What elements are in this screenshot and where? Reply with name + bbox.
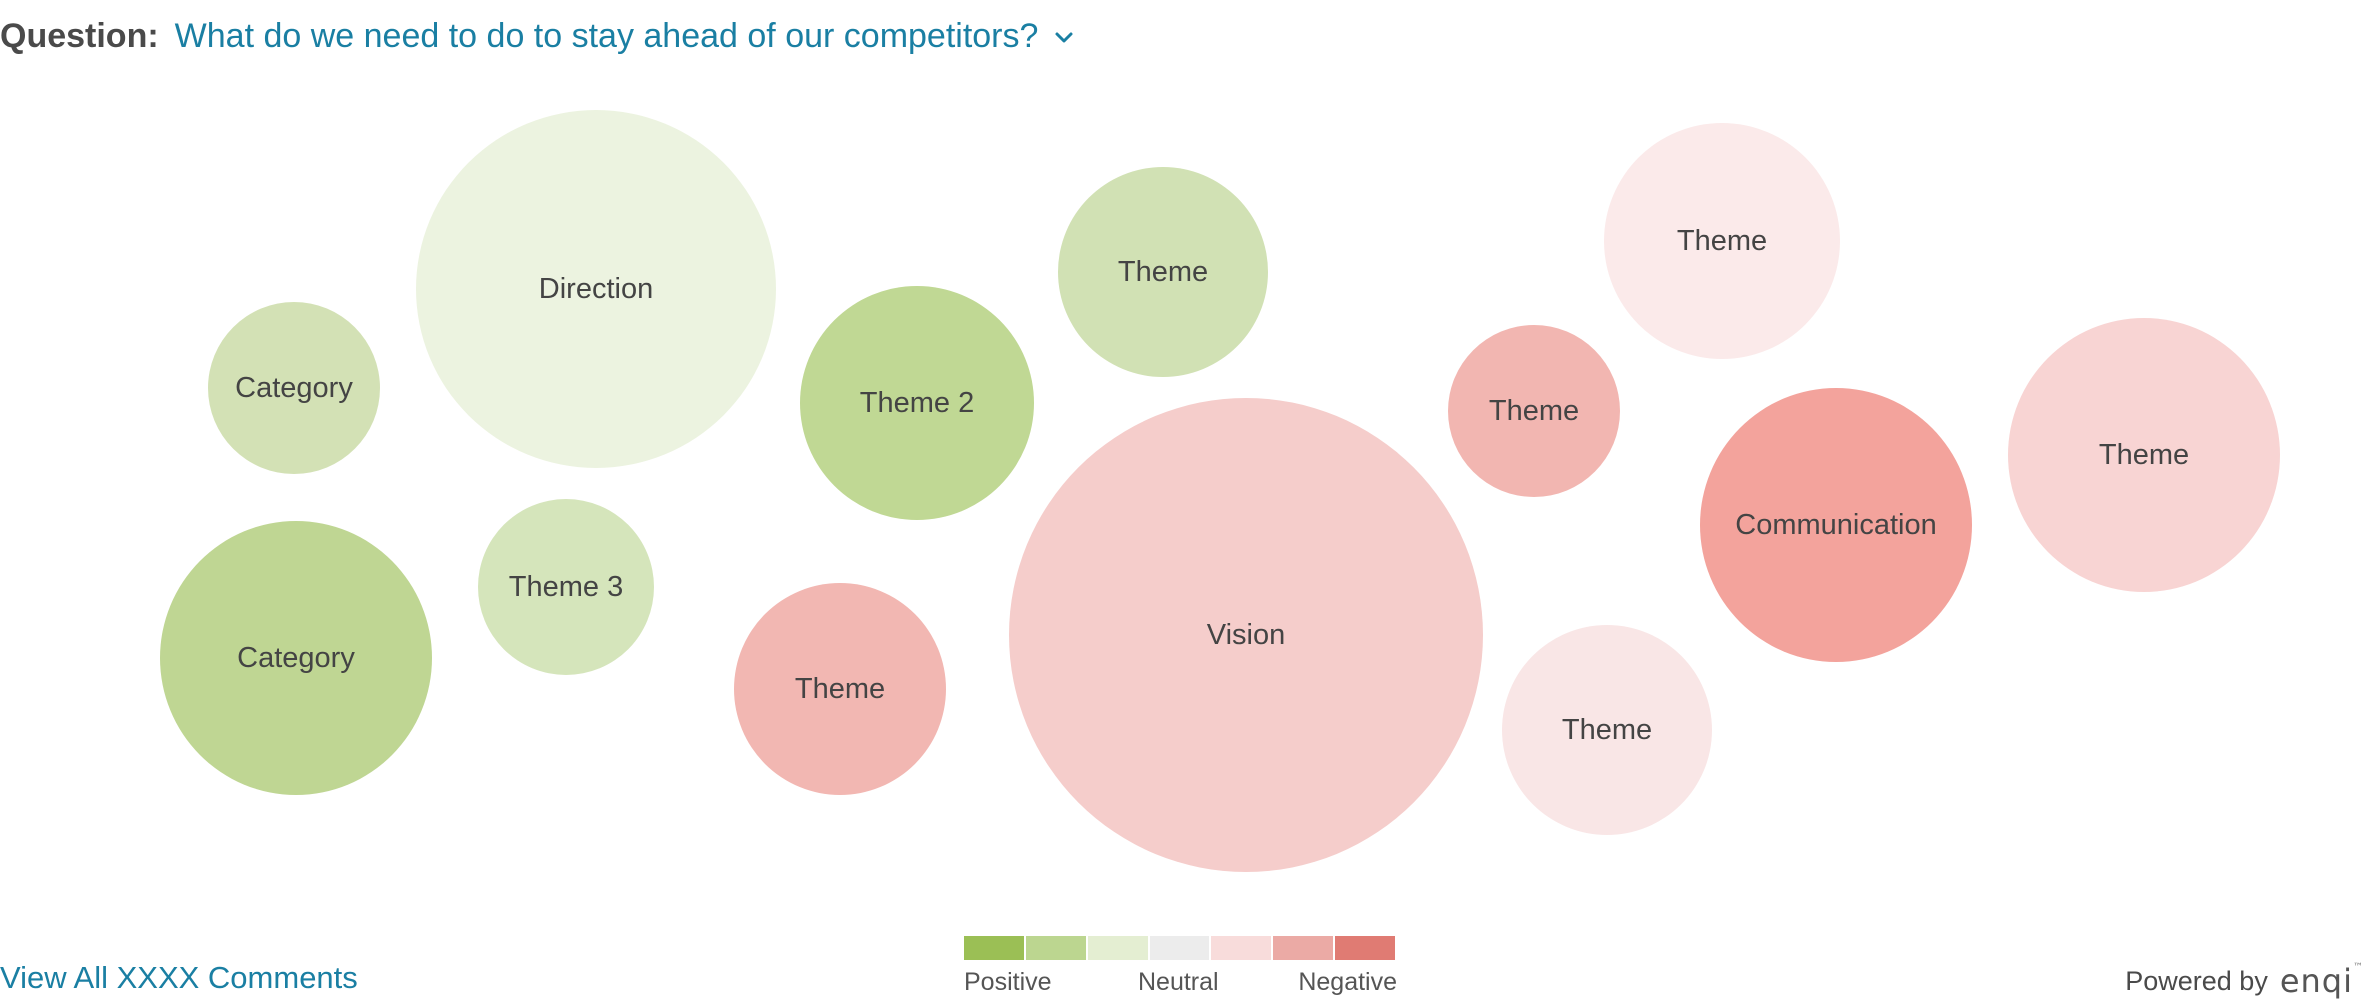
sentiment-legend: Positive Neutral Negative	[964, 936, 1397, 1004]
legend-labels: Positive Neutral Negative	[964, 968, 1397, 1004]
legend-swatch	[1149, 936, 1210, 960]
enqi-logo: enqi™	[2280, 962, 2364, 1000]
bubble-label: Vision	[1206, 618, 1286, 651]
bubble-theme-bottom-right[interactable]: Theme	[1502, 625, 1712, 835]
question-header: Question: What do we need to do to stay …	[0, 8, 1076, 64]
bubble-label: Theme 3	[508, 570, 624, 603]
bubble-vision[interactable]: Vision	[1009, 398, 1483, 872]
bubble-label: Theme	[794, 672, 886, 705]
bubble-theme-top-right[interactable]: Theme	[1604, 123, 1840, 359]
bubble-theme-2[interactable]: Theme 2	[800, 286, 1034, 520]
bubble-theme-top[interactable]: Theme	[1058, 167, 1268, 377]
legend-swatches	[964, 936, 1397, 960]
legend-negative-label: Negative	[1298, 968, 1397, 996]
brand-tm: ™	[2353, 962, 2364, 973]
bubble-direction[interactable]: Direction	[416, 110, 776, 468]
question-text[interactable]: What do we need to do to stay ahead of o…	[174, 16, 1039, 55]
bubble-theme-far-right[interactable]: Theme	[2008, 318, 2280, 592]
legend-positive-label: Positive	[964, 968, 1052, 996]
legend-swatch	[964, 936, 1024, 960]
bubble-category-2[interactable]: Category	[160, 521, 432, 795]
powered-by-label: Powered by	[2125, 965, 2268, 996]
bubble-theme-3[interactable]: Theme 3	[478, 499, 654, 675]
bubble-label: Theme	[1561, 713, 1653, 746]
view-all-comments-link[interactable]: View All XXXX Comments	[0, 960, 358, 995]
bubble-label: Category	[235, 371, 353, 404]
question-label: Question:	[0, 16, 159, 55]
bubble-label: Communication	[1735, 508, 1937, 541]
legend-swatch	[1211, 936, 1272, 960]
bubble-label: Theme 2	[859, 386, 975, 419]
legend-swatch	[1273, 936, 1334, 960]
chevron-down-icon[interactable]	[1052, 26, 1076, 50]
bubble-label: Theme	[1488, 394, 1580, 427]
bubble-label: Theme	[2098, 438, 2190, 471]
bubble-label: Theme	[1117, 255, 1209, 288]
bubble-label: Category	[237, 641, 355, 674]
powered-by: Powered by enqi™	[2125, 962, 2364, 1000]
bubble-label: Theme	[1676, 224, 1768, 257]
legend-neutral-label: Neutral	[1138, 968, 1219, 996]
legend-swatch	[1025, 936, 1086, 960]
bubble-label: Direction	[538, 272, 654, 305]
legend-swatch	[1335, 936, 1396, 960]
bubble-communication[interactable]: Communication	[1700, 388, 1972, 662]
brand-name: enqi	[2279, 962, 2353, 1000]
bubble-category-1[interactable]: Category	[208, 302, 380, 474]
bubble-theme-mid-right[interactable]: Theme	[1448, 325, 1620, 497]
bubble-theme-lower-left[interactable]: Theme	[734, 583, 946, 795]
legend-swatch	[1087, 936, 1148, 960]
question-dropdown[interactable]: What do we need to do to stay ahead of o…	[175, 17, 1077, 56]
